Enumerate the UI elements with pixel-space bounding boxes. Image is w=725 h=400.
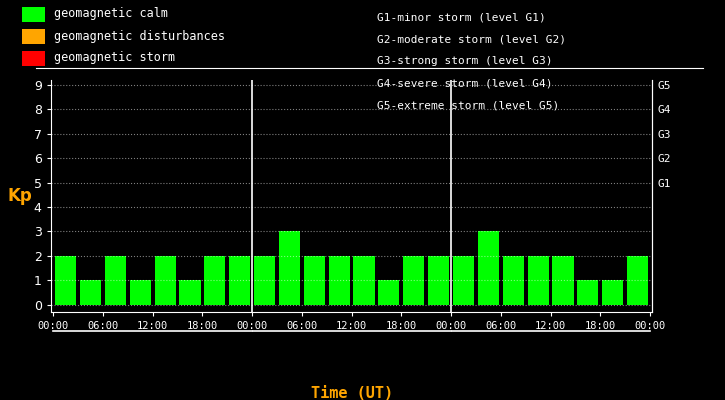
Bar	[80, 280, 101, 305]
Text: G2-moderate storm (level G2): G2-moderate storm (level G2)	[377, 34, 566, 44]
Bar	[154, 256, 175, 305]
Text: geomagnetic calm: geomagnetic calm	[54, 8, 168, 20]
Bar	[627, 256, 648, 305]
Bar	[304, 256, 325, 305]
Text: geomagnetic storm: geomagnetic storm	[54, 52, 175, 64]
Bar	[453, 256, 474, 305]
Bar	[328, 256, 349, 305]
Bar	[502, 256, 524, 305]
Text: Time (UT): Time (UT)	[310, 386, 393, 400]
Text: G3-strong storm (level G3): G3-strong storm (level G3)	[377, 56, 552, 66]
Bar	[403, 256, 424, 305]
Text: G1-minor storm (level G1): G1-minor storm (level G1)	[377, 12, 546, 22]
Bar	[229, 256, 250, 305]
Bar	[378, 280, 399, 305]
Bar	[528, 256, 549, 305]
Bar	[179, 280, 201, 305]
Text: G5-extreme storm (level G5): G5-extreme storm (level G5)	[377, 100, 559, 110]
Bar	[55, 256, 76, 305]
Bar	[478, 232, 499, 305]
Y-axis label: Kp: Kp	[7, 187, 32, 205]
Bar	[254, 256, 276, 305]
Bar	[279, 232, 300, 305]
Text: geomagnetic disturbances: geomagnetic disturbances	[54, 30, 225, 42]
Bar	[204, 256, 225, 305]
Text: G4-severe storm (level G4): G4-severe storm (level G4)	[377, 78, 552, 88]
Bar	[354, 256, 375, 305]
Bar	[130, 280, 151, 305]
Bar	[105, 256, 126, 305]
Bar	[552, 256, 573, 305]
Bar	[428, 256, 450, 305]
Bar	[602, 280, 624, 305]
Bar	[577, 280, 598, 305]
